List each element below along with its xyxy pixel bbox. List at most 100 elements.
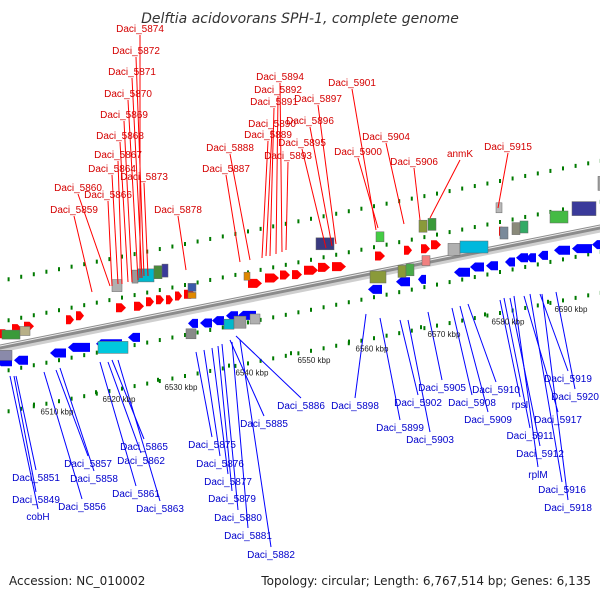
ruler-dot [486,222,489,227]
reverse-gene-arrow [128,332,140,342]
ruler-dot [70,396,73,401]
ruler-dot [259,317,262,322]
ruler-dot [499,179,501,183]
reverse-gene-arrow [212,316,224,326]
forward-leader-line [177,215,187,271]
ruler-dot [272,224,275,229]
ruler-dot [272,315,275,320]
ruler-dot [196,239,199,244]
reverse-gene-arrow [50,348,66,358]
ruler-dot [20,315,23,320]
rna-feature-box [187,292,197,299]
ruler-dot [45,269,48,274]
ruler-dot [234,272,237,277]
ruler-dot [536,171,539,176]
rna-feature-box [499,226,509,240]
accession-text: Accession: NC_010002 [9,574,146,588]
forward-leader-line [143,182,149,277]
ruler-dot [158,247,161,252]
reverse-gene-label: Daci_5851 [12,473,60,484]
reverse-leader-line [529,293,563,483]
ruler-dot [58,399,60,404]
reverse-gene-label: Daci_5909 [464,415,512,426]
ruler-dot [347,250,350,255]
ruler-dot [398,331,401,336]
ruler-dot [423,235,426,240]
rna-feature-box [0,350,13,361]
reverse-leader-line [211,347,229,475]
ruler-dot [32,272,35,277]
ruler-dot [7,409,10,414]
ruler-dot [272,356,275,361]
rna-feature-box [19,326,31,336]
reverse-leader-line [427,311,443,381]
forward-gene-label: Daci_5878 [154,205,202,216]
ruler-dot [196,330,199,335]
reverse-leader-line [9,375,39,510]
ruler-dot [247,320,249,325]
forward-gene-label: Daci_5859 [50,205,98,216]
reverse-gene-label: Daci_5918 [544,503,592,514]
ruler-dot [536,303,539,308]
forward-leader-line [285,161,289,251]
reverse-gene-label: Daci_5861 [112,489,160,500]
ruler-dot [473,225,476,230]
rna-feature-box [97,341,129,354]
reverse-gene-label: Daci_5903 [406,435,454,446]
ruler-dot [410,328,413,333]
reverse-gene-arrow [396,277,410,287]
forward-gene-label: Daci_5893 [264,151,312,162]
ruler-dot [95,350,98,355]
forward-leader-line [385,142,405,225]
ruler-dot [209,327,212,332]
forward-gene-arrow [318,262,330,272]
kbp-tick-label: 6540 kbp [236,369,269,378]
ruler-dot [587,252,590,257]
forward-gene-label: Daci_5872 [112,46,160,57]
rna-feature-box [549,210,569,224]
ruler-dot [121,386,123,391]
ruler-dot [146,381,149,386]
ruler-dot [322,255,325,260]
rna-feature-box [571,201,597,216]
ruler-dot [486,313,489,318]
ruler-dot [587,293,590,298]
forward-gene-arrow [375,251,385,261]
reverse-gene-arrow [538,250,548,260]
reverse-leader-line [111,359,145,440]
ruler-dot [360,338,363,343]
reverse-gene-label: Daci_5899 [376,423,424,434]
ruler-dot [284,353,287,358]
forward-gene-arrow [146,297,154,307]
ruler-dot [461,227,464,232]
reverse-leader-line [99,361,137,487]
ruler-dot [70,264,73,269]
ruler-dot [121,295,123,300]
ruler-dot [171,376,174,381]
ruler-dot [133,252,136,257]
reverse-leader-line [203,349,221,457]
forward-gene-arrow [175,291,182,301]
forward-gene-label: Daci_5887 [202,164,250,175]
rna-feature-box [375,231,385,243]
forward-leader-line [497,152,509,209]
ruler-dot [486,181,489,186]
ruler-dot [108,257,111,262]
ruler-dot [297,260,300,265]
ruler-dot [121,254,123,259]
ruler-dot [398,290,401,295]
ruler-dot [562,207,564,212]
reverse-gene-label: Daci_5877 [204,477,252,488]
ruler-dot [83,353,86,358]
reverse-gene-label: Daci_5919 [544,374,592,385]
ruler-dot [335,252,338,257]
forward-leader-line [123,120,133,283]
ruler-dot [58,358,60,363]
reverse-gene-label: Daci_5911 [506,431,554,442]
ruler-dot [574,254,577,259]
ruler-dot [461,186,464,191]
forward-leader-line [135,56,145,277]
ruler-dot [574,295,577,300]
ruler-dot [58,267,60,272]
ruler-dot [486,272,489,277]
